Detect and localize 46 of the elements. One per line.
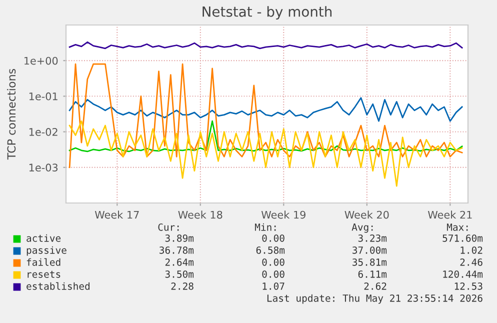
legend-label: passive <box>26 246 66 256</box>
chart-title: Netstat - by month <box>202 6 332 20</box>
x-tick-label: Week 18 <box>178 210 222 219</box>
text: 2.28 <box>171 282 194 290</box>
legend-label: active <box>26 234 61 242</box>
text: 2.62 <box>364 282 386 290</box>
y-tick-label: 1e-02 <box>29 128 58 136</box>
text: 571.60m <box>442 234 483 242</box>
line-series <box>68 41 463 50</box>
text: 6.58m <box>256 246 285 254</box>
text: 3.89m <box>165 234 194 242</box>
text: 36.78m <box>160 246 194 254</box>
line-series <box>68 120 463 187</box>
y-tick-label: 1e-01 <box>29 92 58 100</box>
text: 0.00 <box>262 258 284 266</box>
text: 0.00 <box>262 270 284 278</box>
text: 0.00 <box>262 234 284 242</box>
text: 120.44m <box>443 270 483 278</box>
line-series <box>68 97 463 122</box>
text: 1.02 <box>460 246 482 254</box>
text: 6.11m <box>358 270 387 278</box>
text: 3.50m <box>165 270 194 278</box>
x-tick-label: Week 19 <box>261 210 306 219</box>
x-tick-label: Week 17 <box>94 210 139 219</box>
legend-label: resets <box>28 270 60 278</box>
y-axis-title: TCP connections <box>7 68 16 160</box>
text: 2.64m <box>165 258 194 266</box>
text: Min: <box>254 223 276 231</box>
x-tick-label: Week 21 <box>428 210 472 219</box>
text: 1.07 <box>262 282 284 290</box>
text: 37.00m <box>352 246 387 254</box>
y-tick-label: 1e+00 <box>24 56 58 65</box>
x-tick-label: Week 20 <box>344 210 389 219</box>
line-series <box>68 120 463 152</box>
text: 3.23m <box>358 234 387 242</box>
y-tick-label: 1e-03 <box>29 164 58 172</box>
legend-label: established <box>26 282 90 290</box>
text: 35.81m <box>352 258 387 266</box>
text: Last update: Thu May 21 23:55:14 2026 <box>267 294 482 304</box>
legend-label: failed <box>26 258 60 266</box>
text: Avg: <box>352 224 373 233</box>
line-series <box>68 63 463 168</box>
text: 12.53 <box>454 282 482 290</box>
text: 2.46 <box>460 258 482 266</box>
text: Max: <box>446 224 468 231</box>
text: Cur: <box>158 223 179 231</box>
